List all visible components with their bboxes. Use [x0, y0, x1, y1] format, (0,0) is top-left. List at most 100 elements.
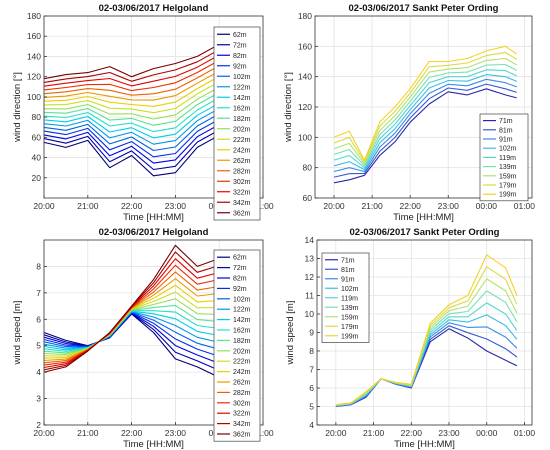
axes-box	[43, 15, 264, 199]
legend: 71m 81m 91m 102m 119m 139m 159m 179m 199m	[479, 113, 529, 202]
legend-entry: 102m	[499, 146, 517, 153]
legend-entry: 262m	[233, 158, 251, 165]
y-tick-label: 6	[36, 314, 41, 324]
legend-entry: 302m	[233, 179, 251, 186]
y-tick-label: 4	[309, 420, 314, 430]
y-tick-label: 6	[309, 383, 314, 393]
y-tick-label: 14	[305, 235, 315, 245]
chart-title: 02-03/06/2017 Helgoland	[99, 227, 209, 238]
legend-entry: 71m	[341, 257, 355, 264]
legend-entry: 142m	[233, 95, 251, 102]
y-tick-label: 5	[36, 341, 41, 351]
series-line-119m	[333, 69, 518, 169]
y-tick-label: 8	[309, 346, 314, 356]
legend-entry: 139m	[499, 164, 517, 171]
legend-entry: 119m	[341, 295, 358, 302]
legend-entry: 122m	[233, 307, 251, 314]
legend-entry: 199m	[499, 192, 517, 199]
y-tick-label: 8	[36, 261, 41, 271]
y-axis-label: wind direction [°]	[283, 72, 294, 143]
y-tick-label: 120	[27, 72, 41, 82]
legend-entry: 142m	[233, 317, 251, 324]
x-axis-label: Time [HH:MM]	[123, 212, 184, 223]
series-line-102m	[333, 74, 518, 171]
y-tick-label: 120	[298, 102, 312, 112]
y-tick-label: 160	[298, 41, 312, 51]
legend-entry: 342m	[233, 200, 251, 207]
y-tick-label: 2	[36, 420, 41, 430]
series-line-179m	[333, 51, 518, 163]
y-tick-label: 13	[305, 254, 315, 264]
legend-entry: 322m	[233, 189, 251, 196]
x-tick-label: 22:00	[121, 201, 143, 211]
chart-title: 02-03/06/2017 Sankt Peter Ording	[350, 227, 500, 238]
y-tick-label: 12	[305, 272, 315, 282]
series-lines	[335, 254, 518, 408]
series-line-81m	[333, 83, 517, 178]
legend-entry: 262m	[233, 380, 251, 387]
legend-entry: 179m	[341, 324, 359, 331]
legend-entry: 82m	[233, 276, 247, 283]
legend-entry: 182m	[233, 338, 251, 345]
legend-entry: 322m	[233, 411, 251, 418]
legend-entry: 342m	[233, 421, 251, 428]
x-tick-label: 23:00	[165, 428, 187, 438]
chart-panel-1: 20:0021:0022:0023:0000:0001:002040608010…	[12, 3, 274, 223]
legend-entry: 282m	[233, 390, 251, 397]
legend-entry: 122m	[233, 84, 251, 91]
y-tick-label: 180	[298, 11, 312, 21]
legend: 62m 72m 82m 92m 102m 122m 142m 162m 182m 202m 222m…	[213, 26, 261, 221]
y-tick-label: 5	[309, 402, 314, 412]
axes-box	[43, 239, 264, 426]
chart-panel-4: 20:00 21:00 22:00 23:00 00:00 01:00 4 5 6 7 8 9 10 11…	[285, 227, 535, 450]
x-tick-label: 20:00	[33, 428, 55, 438]
legend-entry: 81m	[499, 127, 513, 134]
legend-entry: 242m	[233, 147, 251, 154]
x-tick-label: 22:00	[121, 428, 143, 438]
legend-entry: 71m	[499, 118, 513, 125]
chart-panel-3: 20:0021:0022:0023:0000:0001:00234567802-…	[12, 227, 274, 450]
x-tick-label: 20:00	[323, 201, 345, 211]
x-tick-label: 23:00	[165, 201, 187, 211]
x-tick-label: 23:00	[438, 428, 460, 438]
legend: 62m 72m 82m 92m 102m 122m 142m 162m 182m 202m 222m…	[213, 249, 261, 442]
y-tick-label: 7	[309, 365, 314, 375]
x-tick-label: 01:00	[252, 428, 274, 438]
legend-box	[213, 26, 261, 221]
x-tick-label: 22:00	[400, 201, 422, 211]
legend-entry: 62m	[233, 255, 247, 262]
legend-entry: 362m	[233, 210, 251, 217]
y-tick-label: 100	[27, 92, 41, 102]
x-tick-label: 20:00	[325, 428, 347, 438]
legend-entry: 179m	[499, 183, 517, 190]
y-tick-label: 160	[27, 31, 41, 41]
chart-title: 02-03/06/2017 Helgoland	[99, 3, 209, 14]
legend-entry: 202m	[233, 348, 251, 355]
legend-entry: 82m	[233, 53, 247, 60]
y-tick-label: 100	[298, 132, 312, 142]
legend-entry: 102m	[233, 74, 251, 81]
series-line-139m	[333, 63, 518, 167]
y-tick-label: 140	[27, 51, 41, 61]
y-tick-label: 4	[36, 367, 41, 377]
x-tick-label: 21:00	[363, 428, 385, 438]
y-axis-label: wind speed [m]	[12, 301, 23, 366]
y-tick-label: 3	[36, 394, 41, 404]
x-tick-label: 20:00	[33, 201, 55, 211]
legend-entry: 62m	[233, 32, 247, 39]
y-tick-label: 11	[305, 291, 314, 301]
series-line-199m	[335, 254, 518, 406]
legend-entry: 91m	[341, 276, 355, 283]
y-tick-label: 80	[32, 112, 42, 122]
x-axis-label: Time [HH:MM]	[123, 439, 184, 450]
x-tick-label: 00:00	[476, 201, 498, 211]
legend-entry: 91m	[499, 137, 513, 144]
legend-entry: 199m	[341, 333, 359, 340]
legend-entry: 102m	[233, 296, 251, 303]
legend-entry: 222m	[233, 359, 251, 366]
y-tick-label: 40	[32, 153, 42, 163]
x-tick-label: 21:00	[77, 201, 99, 211]
series-line-159m	[333, 57, 518, 165]
y-tick-label: 60	[32, 132, 42, 142]
y-axis-label: wind speed [m]	[285, 301, 296, 366]
